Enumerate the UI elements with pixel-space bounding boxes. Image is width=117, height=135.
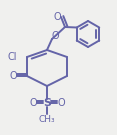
Text: O: O <box>51 31 59 41</box>
Text: CH₃: CH₃ <box>39 114 55 124</box>
Text: S: S <box>43 98 51 108</box>
Text: O: O <box>9 71 17 81</box>
Text: O: O <box>53 12 61 22</box>
Text: O: O <box>29 98 37 108</box>
Text: Cl: Cl <box>7 52 17 62</box>
Text: O: O <box>57 98 65 108</box>
